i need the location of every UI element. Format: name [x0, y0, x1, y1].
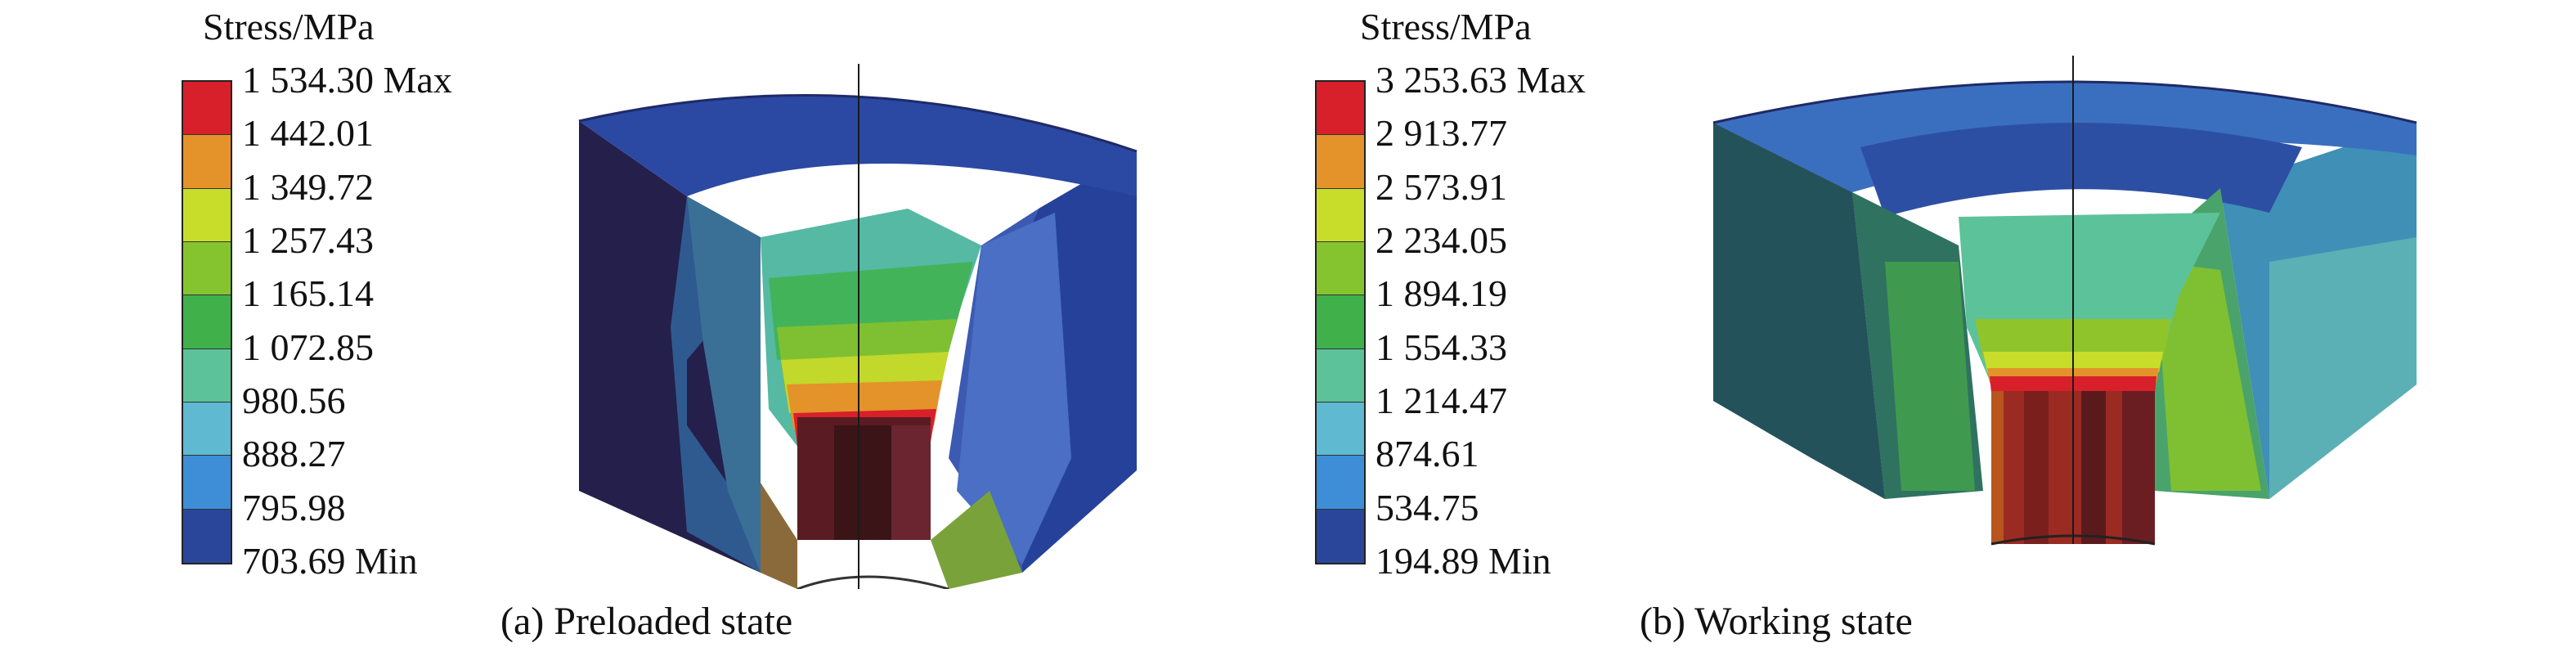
legend-label: 703.69 Min	[242, 540, 418, 582]
legend-label: 1 165.14	[242, 272, 374, 315]
legend-label: 2 573.91	[1376, 165, 1507, 208]
legend-label: 1 072.85	[242, 326, 374, 368]
legend-swatch	[1317, 188, 1364, 242]
legend-swatch	[1317, 456, 1364, 510]
legend-label: 1 442.01	[242, 112, 374, 155]
legend-label: 1 894.19	[1376, 272, 1507, 315]
legend-swatch	[1317, 348, 1364, 402]
stress-model-working	[1712, 56, 2417, 546]
legend-swatch	[183, 82, 231, 136]
legend-label: 1 349.72	[242, 165, 374, 208]
legend-label: 194.89 Min	[1376, 540, 1551, 582]
legend-swatch	[1317, 295, 1364, 349]
legend-label: 795.98	[242, 486, 346, 528]
legend-swatch	[1317, 241, 1364, 296]
panel-preloaded: Stress/MPa 1 534.30 Max 1 442.01 1 349.72 1…	[0, 0, 1284, 652]
caption: (a) Preloaded state	[500, 600, 793, 643]
legend-swatch	[183, 348, 231, 402]
caption: (b) Working state	[1640, 600, 1913, 643]
legend-label: 1 534.30 Max	[242, 59, 452, 101]
legend-swatch	[1317, 402, 1364, 456]
legend-title: Stress/MPa	[203, 6, 375, 47]
legend-swatch	[1317, 135, 1364, 189]
legend-label: 2 913.77	[1376, 112, 1507, 155]
legend-swatch	[183, 402, 231, 456]
legend-label: 980.56	[242, 380, 346, 421]
legend-swatch	[183, 509, 231, 563]
panel-working: Stress/MPa 3 253.63 Max 2 913.77 2 573.91 2…	[1288, 0, 2576, 652]
legend-label: 1 257.43	[242, 219, 374, 261]
legend-label: 534.75	[1376, 486, 1479, 528]
legend-label: 888.27	[242, 433, 346, 475]
legend-label: 1 214.47	[1376, 380, 1507, 421]
legend-swatch	[183, 188, 231, 242]
legend-swatch	[183, 295, 231, 349]
legend-label: 874.61	[1376, 433, 1479, 475]
legend-label: 1 554.33	[1376, 326, 1507, 368]
legend-color-bar	[1315, 80, 1366, 564]
legend-title: Stress/MPa	[1360, 6, 1532, 47]
legend-swatch	[1317, 509, 1364, 563]
legend-swatch	[183, 135, 231, 189]
legend-swatch	[183, 456, 231, 510]
legend-label: 3 253.63 Max	[1376, 59, 1586, 101]
stress-model-preloaded	[578, 64, 1138, 589]
legend-label: 2 234.05	[1376, 219, 1507, 261]
legend-swatch	[1317, 82, 1364, 136]
legend-swatch	[183, 241, 231, 296]
legend-color-bar	[182, 80, 232, 564]
